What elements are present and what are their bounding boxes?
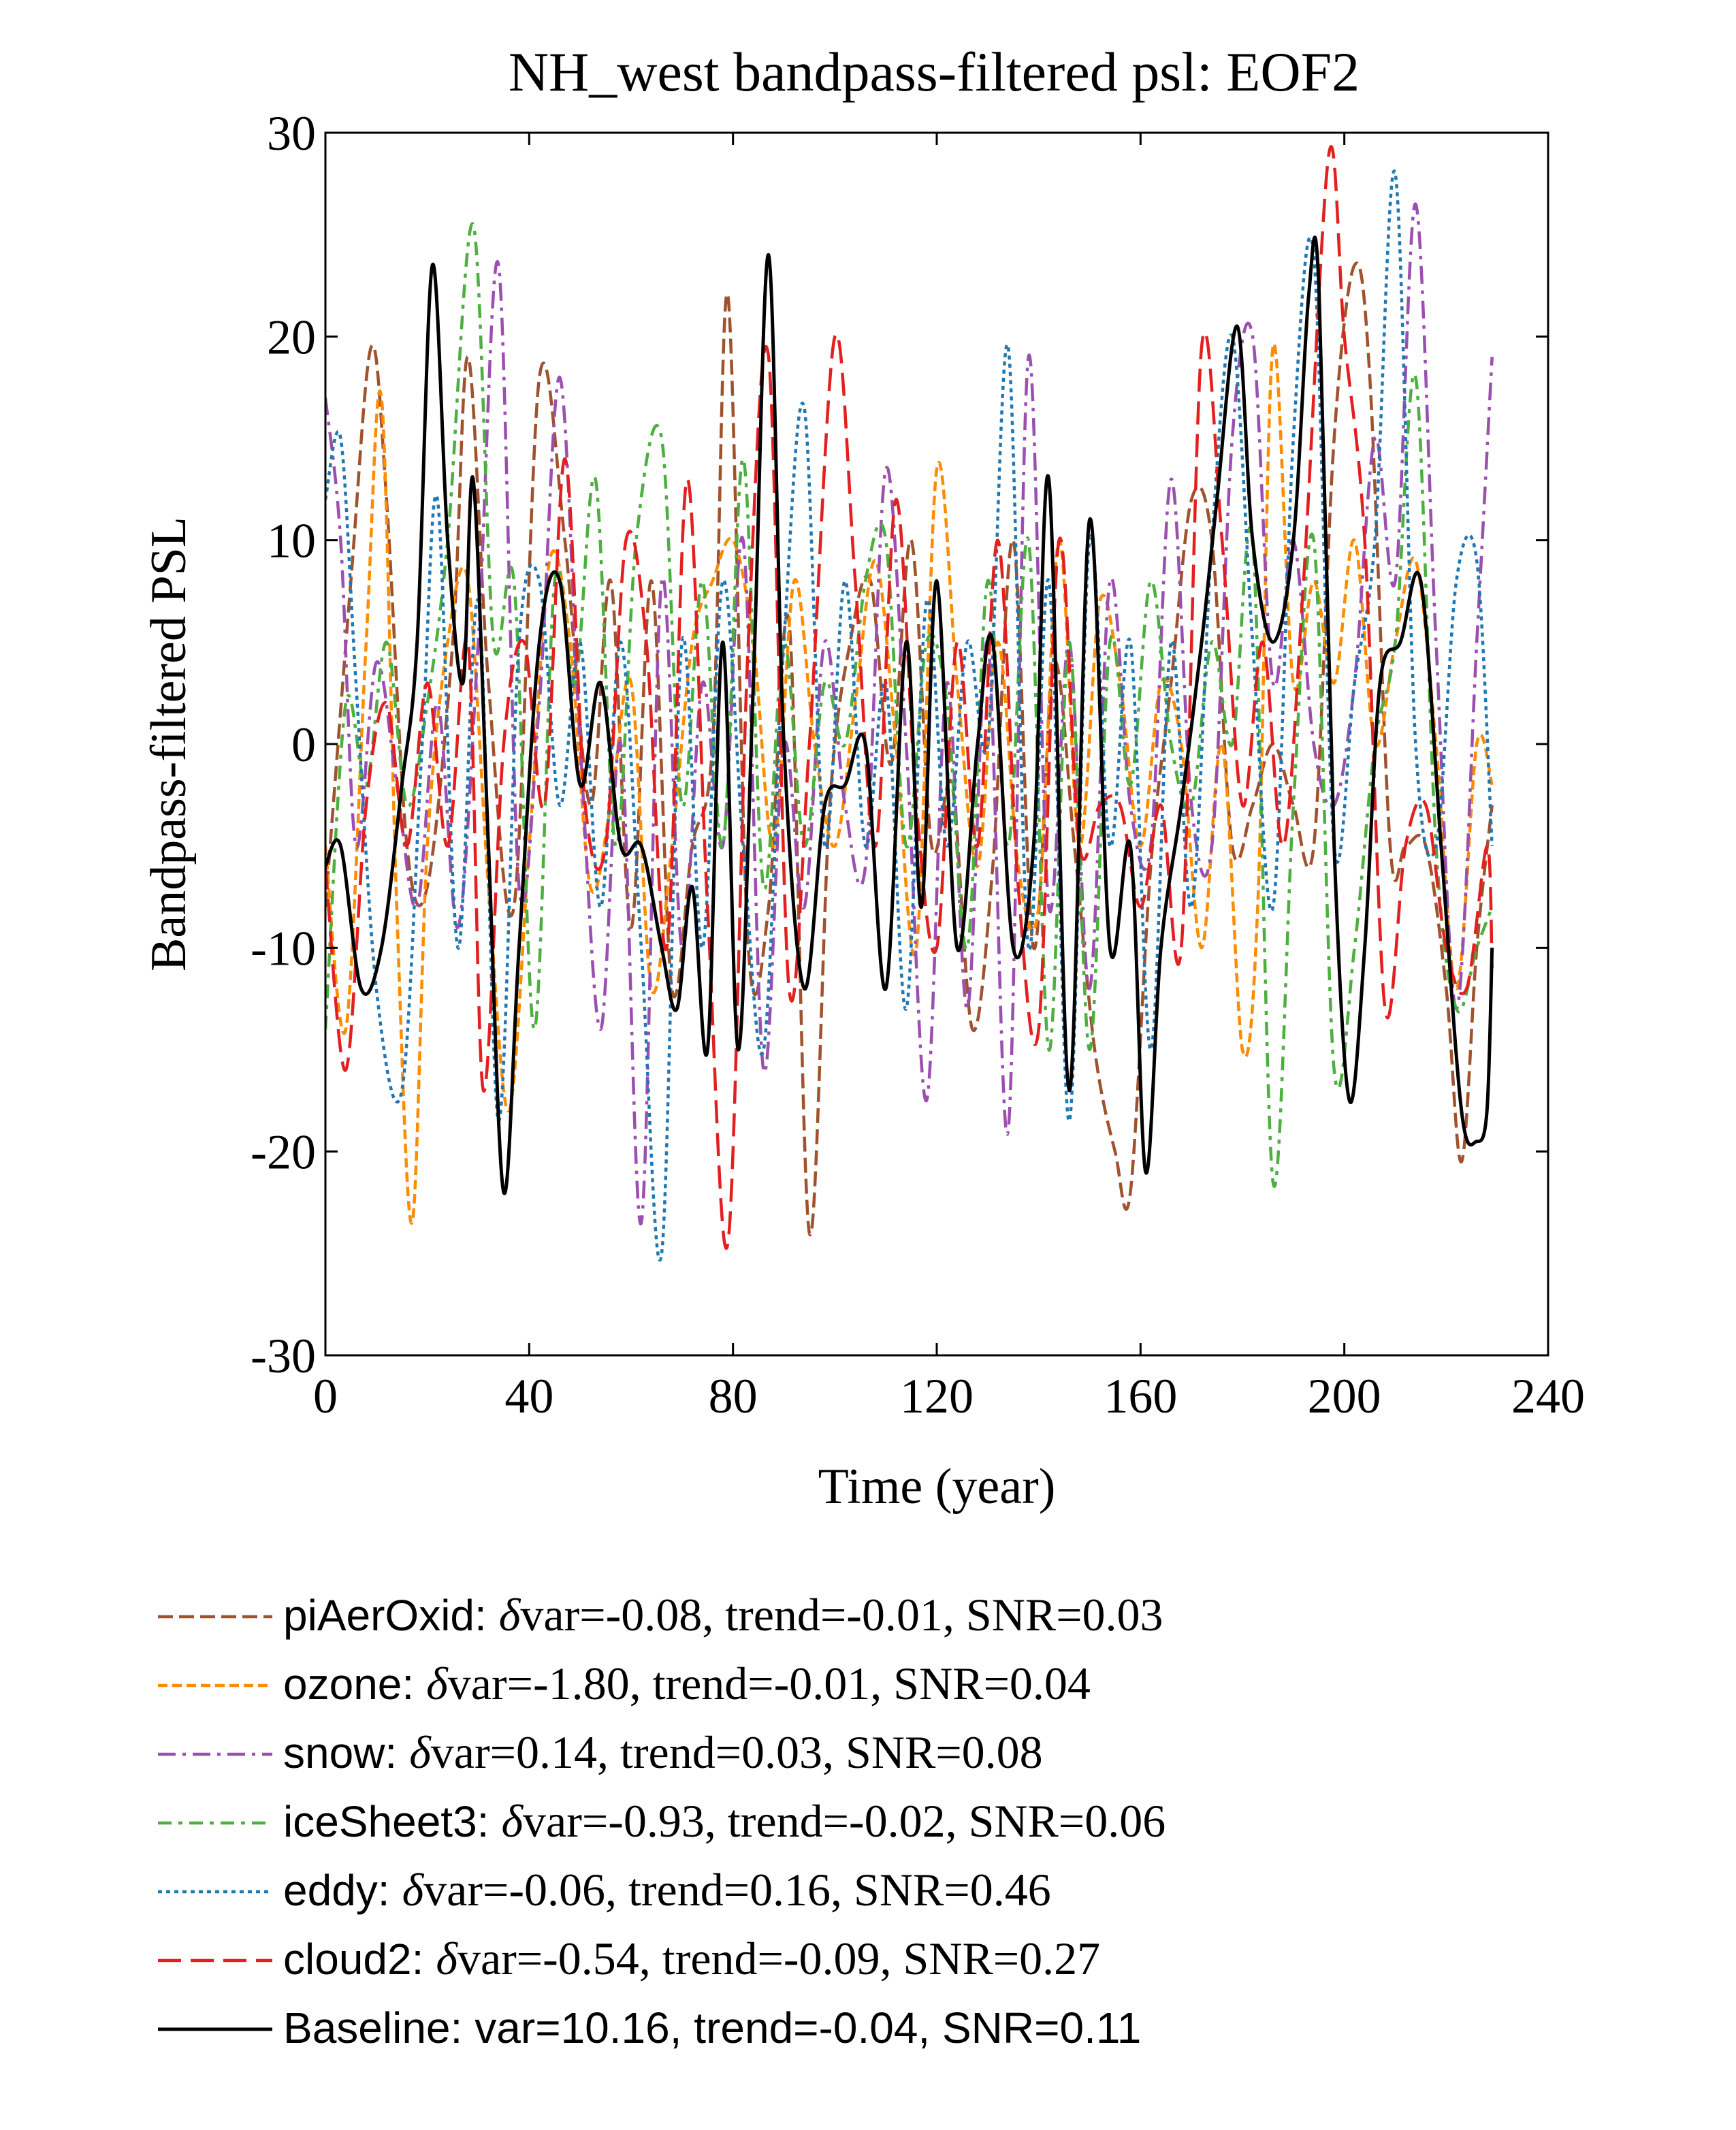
series-line-eddy <box>325 170 1494 1262</box>
legend-item-baseline: Baseline: var=10.16, trend=-0.04, SNR=0.1… <box>158 2003 1141 2052</box>
series-line-ozone <box>325 342 1494 1225</box>
x-axis-label: Time (year) <box>818 1459 1056 1515</box>
legend-series-name: snow: <box>283 1728 397 1777</box>
x-tick-label: 0 <box>313 1369 338 1423</box>
legend-item-icesheet3: iceSheet3: δvar=-0.93, trend=-0.02, SNR=0… <box>158 1795 1166 1847</box>
legend-stats: δvar=-0.54, trend=-0.09, SNR=0.27 <box>436 1933 1100 1984</box>
legend-series-name: cloud2: <box>283 1935 423 1984</box>
y-tick-label: 20 <box>267 310 316 364</box>
y-tick-label: 30 <box>267 106 316 161</box>
series-line-piaeroxid <box>325 261 1494 1237</box>
legend-stats: δvar=-0.08, trend=-0.01, SNR=0.03 <box>499 1589 1163 1641</box>
legend-item-ozone: ozone: δvar=-1.80, trend=-0.01, SNR=0.04 <box>158 1658 1091 1709</box>
legend-series-name: Baseline: <box>283 2003 462 2052</box>
x-tick-label: 200 <box>1308 1369 1381 1423</box>
legend-series-name: iceSheet3: <box>283 1797 489 1846</box>
legend-item-eddy: eddy: δvar=-0.06, trend=0.16, SNR=0.46 <box>158 1864 1051 1916</box>
legend-stats: var=10.16, trend=-0.04, SNR=0.11 <box>475 2003 1141 2052</box>
legend: piAerOxid: δvar=-0.08, trend=-0.01, SNR=0… <box>158 1589 1166 2052</box>
legend-series-name: eddy: <box>283 1866 390 1915</box>
legend-item-snow: snow: δvar=0.14, trend=0.03, SNR=0.08 <box>158 1726 1043 1778</box>
y-axis-label: Bandpass-filtered PSL <box>141 517 197 971</box>
y-tick-label: -20 <box>251 1125 316 1180</box>
y-tick-label: 10 <box>267 514 316 568</box>
y-tick-label: -30 <box>251 1329 316 1383</box>
legend-series-name: piAerOxid: <box>283 1591 487 1640</box>
x-tick-label: 80 <box>709 1369 758 1423</box>
legend-stats: δvar=-0.06, trend=0.16, SNR=0.46 <box>402 1864 1051 1916</box>
x-tick-label: 40 <box>504 1369 553 1423</box>
x-tick-label: 120 <box>900 1369 974 1423</box>
series-line-baseline <box>325 236 1494 1195</box>
legend-stats: δvar=-0.93, trend=-0.02, SNR=0.06 <box>501 1795 1166 1847</box>
series-line-snow <box>325 202 1494 1226</box>
legend-item-cloud2: cloud2: δvar=-0.54, trend=-0.09, SNR=0.27 <box>158 1933 1100 1984</box>
x-tick-label: 240 <box>1511 1369 1585 1423</box>
chart-title: NH_west bandpass-filtered psl: EOF2 <box>509 41 1360 103</box>
y-tick-label: 0 <box>291 717 316 772</box>
x-tick-label: 160 <box>1104 1369 1177 1423</box>
legend-series-name: ozone: <box>283 1660 414 1709</box>
legend-item-piaeroxid: piAerOxid: δvar=-0.08, trend=-0.01, SNR=0… <box>158 1589 1163 1641</box>
x-axis: 0 40 80 120 160 200 240 <box>313 133 1585 1423</box>
series-layer <box>325 145 1494 1262</box>
y-tick-label: -10 <box>251 921 316 975</box>
series-line-cloud2 <box>325 145 1494 1250</box>
y-axis: 30 20 10 0 -10 -20 -30 <box>251 106 1548 1383</box>
legend-stats: δvar=0.14, trend=0.03, SNR=0.08 <box>409 1726 1042 1778</box>
legend-stats: δvar=-1.80, trend=-0.01, SNR=0.04 <box>426 1658 1091 1709</box>
